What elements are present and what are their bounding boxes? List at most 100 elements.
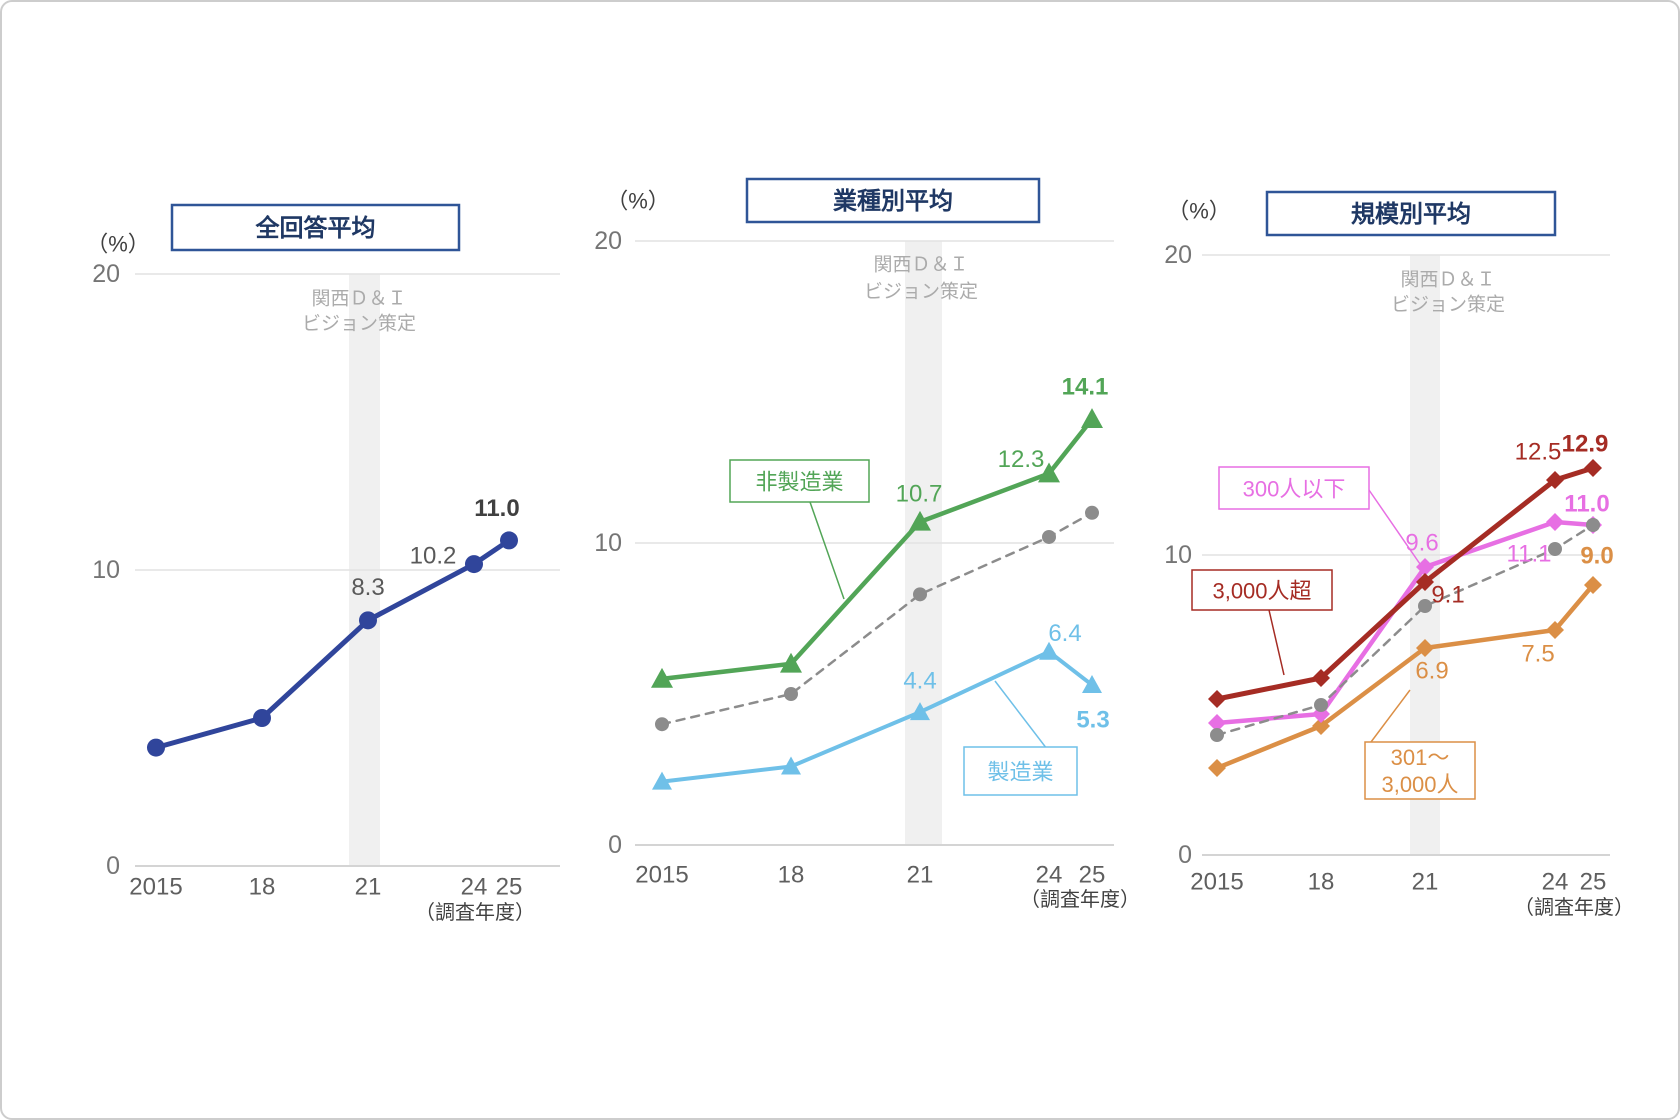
event-band-label-line2: ビジョン策定 [302,313,416,335]
callout-label-non-manufacturing-0: 非製造業 [755,470,843,495]
y-axis-unit-label: （%） [606,189,670,214]
callout-label-manufacturing-0: 製造業 [987,760,1053,785]
x-tick-label-24: 24 [461,874,488,901]
x-tick-label-21: 21 [355,874,382,901]
callout-label-size-over-3000-0: 3,000人超 [1212,579,1311,604]
y-tick-label-10: 10 [1164,541,1192,569]
y-tick-label-0: 0 [106,852,120,880]
data-point-marker-overall-ref-18 [784,687,798,701]
data-label-overall-24: 10.2 [410,543,457,570]
callout-label-size-under-300-0: 300人以下 [1243,477,1346,502]
y-axis-unit-label: （%） [86,232,150,257]
callout-connector-size-301-3000 [1370,689,1411,743]
chart-title-by-industry: 業種別平均 [833,187,953,215]
series-line-overall-ref [660,511,1094,726]
callout-connector-size-over-3000 [1268,609,1285,676]
series-line-size-301-3000 [1214,582,1596,771]
x-tick-label-25: 25 [1580,869,1607,896]
data-point-marker-overall-ref-24 [1042,529,1056,544]
x-axis-note: （調査年度） [1514,896,1634,919]
data-label-size-under-300-25: 11.0 [1564,491,1609,518]
x-tick-label-25: 25 [1079,862,1106,889]
data-point-marker-manufacturing-21 [910,702,930,721]
data-point-marker-size-under-300-21 [1416,558,1434,576]
data-label-non-manufacturing-21: 10.7 [896,480,943,507]
data-point-marker-size-over-3000-25 [1584,459,1602,477]
data-point-marker-size-301-3000-25 [1584,576,1602,594]
x-tick-label-24: 24 [1542,869,1569,896]
chart-title-by-company-size: 規模別平均 [1351,200,1471,228]
data-point-marker-overall-18 [253,709,271,727]
data-label-size-301-3000-24: 7.5 [1521,641,1554,668]
data-label-size-under-300-24: 11.1 [1507,541,1552,568]
chart-overall-average: 関西Ｄ＆Ｉ ビジョン策定 20 10 0 （%） 2015 18 21 24 25（調査年度） 8.3… [86,203,560,924]
callout-connector-non-manufacturing [809,501,845,600]
data-point-marker-overall-ref-21 [1418,599,1432,613]
data-point-marker-size-over-3000-18 [1312,669,1330,687]
data-label-manufacturing-24: 6.4 [1048,620,1081,647]
callout-box-non-manufacturing [729,459,870,503]
data-point-marker-size-301-3000-2015 [1208,759,1226,777]
data-point-marker-manufacturing-24 [1039,641,1059,660]
data-point-marker-overall-ref-2015 [1210,728,1224,742]
callout-connector-size-under-300 [1368,489,1421,565]
data-point-marker-overall-ref-18 [1314,698,1328,712]
callout-box-manufacturing [963,746,1078,796]
x-tick-label-2015: 2015 [129,874,182,901]
event-band-label-line2: ビジョン策定 [864,281,978,303]
data-point-marker-overall-ref-2015 [655,717,669,732]
event-band-label-line1: 関西Ｄ＆Ｉ [873,255,968,276]
data-point-marker-non-manufacturing-18 [780,652,802,673]
data-point-marker-size-over-3000-21 [1416,573,1434,591]
data-point-marker-overall-24 [465,555,483,574]
data-label-non-manufacturing-24: 12.3 [998,446,1045,473]
y-axis-unit-label: （%） [1167,199,1231,224]
event-band-label-line2: ビジョン策定 [1391,294,1505,316]
data-label-manufacturing-25: 5.3 [1076,706,1109,733]
y-tick-label-0: 0 [1178,841,1192,869]
data-label-size-over-3000-21: 9.1 [1431,582,1464,609]
x-tick-label-21: 21 [907,862,934,889]
data-point-marker-manufacturing-2015 [652,771,672,790]
series-line-overall-ref [1215,523,1595,737]
data-label-size-under-300-21: 9.6 [1405,530,1438,557]
y-tick-label-10: 10 [92,556,120,584]
data-point-marker-size-over-3000-24 [1546,471,1564,489]
data-point-marker-non-manufacturing-24 [1038,462,1060,483]
x-tick-label-18: 18 [249,874,276,901]
data-label-size-301-3000-21: 6.9 [1415,658,1448,685]
x-tick-label-2015: 2015 [635,862,688,889]
x-tick-label-25: 25 [496,874,523,901]
y-tick-label-10: 10 [594,529,622,557]
callout-box-size-301-3000 [1364,741,1476,800]
event-band-label-line1: 関西Ｄ＆Ｉ [311,289,406,310]
x-axis-note: （調査年度） [415,901,535,924]
data-point-marker-non-manufacturing-25 [1081,408,1103,428]
data-point-marker-overall-2015 [147,738,165,757]
x-tick-label-2015: 2015 [1190,869,1243,896]
x-tick-label-18: 18 [778,862,805,889]
chart-title-box-by-company-size [1265,190,1557,237]
data-label-manufacturing-21: 4.4 [903,668,936,695]
data-label-size-over-3000-25: 12.9 [1562,431,1609,458]
y-tick-label-20: 20 [1164,241,1192,269]
x-tick-label-21: 21 [1412,869,1439,896]
callout-box-size-over-3000 [1191,569,1333,611]
y-tick-label-0: 0 [608,831,622,859]
data-point-marker-manufacturing-18 [781,756,801,775]
chart-by-industry: 関西Ｄ＆Ｉ ビジョン策定 20 10 0 （%） 2015 18 21 24 25（調査年度） 4.4… [594,177,1140,911]
data-point-marker-size-over-3000-2015 [1208,690,1226,708]
data-point-marker-overall-ref-25 [1586,518,1600,532]
data-point-marker-manufacturing-25 [1082,674,1102,693]
chart-title-box-overall-average [170,203,461,252]
data-point-marker-non-manufacturing-2015 [651,667,673,688]
data-label-size-over-3000-24: 12.5 [1515,439,1562,466]
series-line-overall [153,537,512,751]
data-point-marker-size-301-3000-24 [1546,621,1564,639]
callout-label-size-301-3000-0: 301〜 [1391,745,1450,770]
data-point-marker-overall-ref-24 [1548,542,1562,556]
data-point-marker-overall-ref-25 [1085,505,1099,520]
x-axis-note: （調査年度） [1020,888,1140,911]
